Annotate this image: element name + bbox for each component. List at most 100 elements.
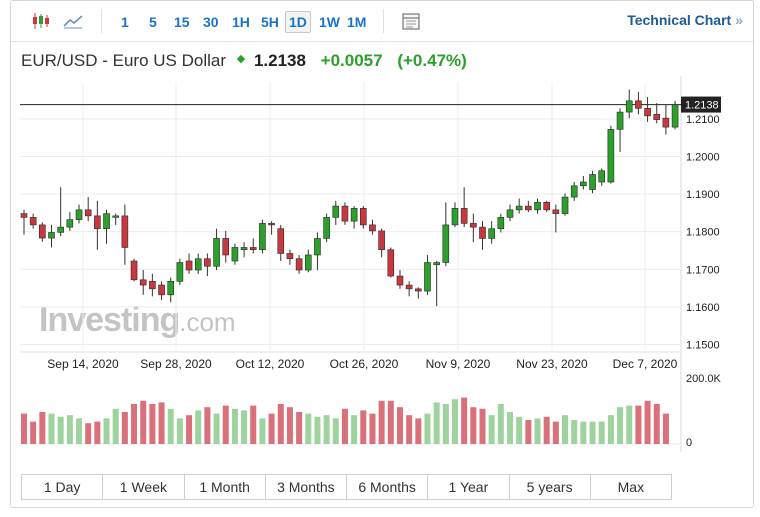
candle-body <box>304 254 312 271</box>
volume-bar <box>222 405 229 444</box>
candle-body <box>433 262 440 266</box>
volume-bar <box>332 418 339 444</box>
candle-body <box>378 230 385 251</box>
range-3-months[interactable]: 3 Months <box>266 475 347 499</box>
range-max[interactable]: Max <box>617 479 645 495</box>
candle-body <box>103 213 110 229</box>
current-price-label: 1.2138 <box>685 100 719 112</box>
candle-body <box>213 238 220 267</box>
volume-bar <box>30 421 37 444</box>
volume-bar <box>635 405 642 444</box>
x-tick-label: Dec 7, 2020 <box>613 357 678 371</box>
range-1-year[interactable]: 1 Year <box>428 475 510 499</box>
candle-body <box>240 247 248 251</box>
volume-bar <box>451 399 458 444</box>
volume-bar <box>396 407 403 444</box>
volume-bar <box>268 413 275 444</box>
volume-bar <box>507 412 514 444</box>
x-tick-label: Oct 26, 2020 <box>330 357 399 371</box>
volume-bar <box>48 413 55 444</box>
interval-15[interactable]: 15 <box>174 14 190 30</box>
volume-bar <box>259 418 266 444</box>
volume-bar <box>176 418 183 444</box>
candle-body <box>671 104 679 128</box>
calendar-icon[interactable] <box>399 10 423 32</box>
candle-body <box>415 288 422 292</box>
volume-bar <box>103 418 110 444</box>
candle-body <box>75 209 83 220</box>
line-chart-icon[interactable] <box>61 10 85 32</box>
candle-body <box>644 108 651 117</box>
volume-bar <box>626 405 633 444</box>
volume-bar <box>94 421 101 444</box>
interval-5[interactable]: 5 <box>149 14 157 30</box>
x-tick-label: Nov 23, 2020 <box>516 357 588 371</box>
interval-1d[interactable]: 1D <box>285 11 311 33</box>
volume-bar <box>305 413 312 444</box>
volume-bar <box>57 416 64 444</box>
toolbar-divider <box>101 9 102 33</box>
y-tick-label: 1.1800 <box>686 227 720 239</box>
candlestick-icon[interactable] <box>29 10 53 32</box>
volume-bar <box>76 418 83 444</box>
candle-body <box>460 208 468 224</box>
candle-body <box>222 238 230 256</box>
candle-body <box>176 262 184 282</box>
interval-1h[interactable]: 1H <box>232 14 250 30</box>
interval-30[interactable]: 30 <box>203 14 219 30</box>
candle-body <box>515 205 523 211</box>
candle-body <box>112 215 119 218</box>
volume-bar <box>250 405 257 444</box>
technical-chart-link[interactable]: Technical Chart» <box>627 12 743 28</box>
candle-body <box>497 217 505 229</box>
range-5-years[interactable]: 5 years <box>510 475 591 499</box>
volume-bar <box>195 410 202 444</box>
candle-body <box>479 226 486 239</box>
volume-bar <box>470 407 477 444</box>
interval-5h[interactable]: 5H <box>261 14 279 30</box>
instrument-name: EUR/USD - Euro US Dollar <box>21 51 226 70</box>
volume-bar <box>85 423 92 444</box>
volume-bar <box>131 404 138 444</box>
candle-body <box>451 208 459 226</box>
interval-1m[interactable]: 1M <box>347 14 367 30</box>
candle-body <box>598 170 606 183</box>
candle-body <box>534 202 541 211</box>
volume-bar <box>140 400 147 444</box>
volume-bar <box>534 418 541 444</box>
volume-bar <box>644 400 651 444</box>
candle-body <box>561 196 569 214</box>
candle-body <box>424 262 431 292</box>
candle-body <box>616 111 624 130</box>
candle-body <box>552 209 560 214</box>
candle-body <box>580 181 587 187</box>
volume-bar <box>617 407 624 444</box>
volume-bar <box>378 400 385 444</box>
candle-body <box>84 209 92 217</box>
candle-body <box>29 217 37 226</box>
interval-1[interactable]: 1 <box>121 14 129 30</box>
range-1-week[interactable]: 1 Week <box>103 475 185 499</box>
volume-bar <box>543 416 550 444</box>
volume-bar <box>204 407 211 444</box>
range-1-month[interactable]: 1 Month <box>185 475 266 499</box>
y-tick-label: 1.1500 <box>686 339 720 351</box>
interval-1w[interactable]: 1W <box>319 14 340 30</box>
volume-bar <box>360 410 367 444</box>
x-tick-label: Sep 14, 2020 <box>47 357 119 371</box>
price-chart[interactable]: 1.2100 1.2000 1.1900 1.1800 1.1700 1.1600 1.15… <box>0 0 760 470</box>
quote-header: EUR/USD - Euro US Dollar ◆ 1.2138 +0.005… <box>21 51 467 71</box>
candle-body <box>295 258 303 271</box>
volume-bar <box>653 404 660 444</box>
candle-body <box>277 228 285 254</box>
range-1-day[interactable]: 1 Day <box>22 475 104 499</box>
candle-body <box>607 129 615 183</box>
candle-body <box>635 100 642 109</box>
volume-bar <box>158 402 165 444</box>
range-6-months[interactable]: 6 Months <box>347 475 429 499</box>
candle-body <box>396 275 404 286</box>
candle-body <box>387 249 395 277</box>
volume-bar <box>387 400 394 444</box>
volume-bar <box>562 415 569 444</box>
x-tick-label: Nov 9, 2020 <box>426 357 491 371</box>
